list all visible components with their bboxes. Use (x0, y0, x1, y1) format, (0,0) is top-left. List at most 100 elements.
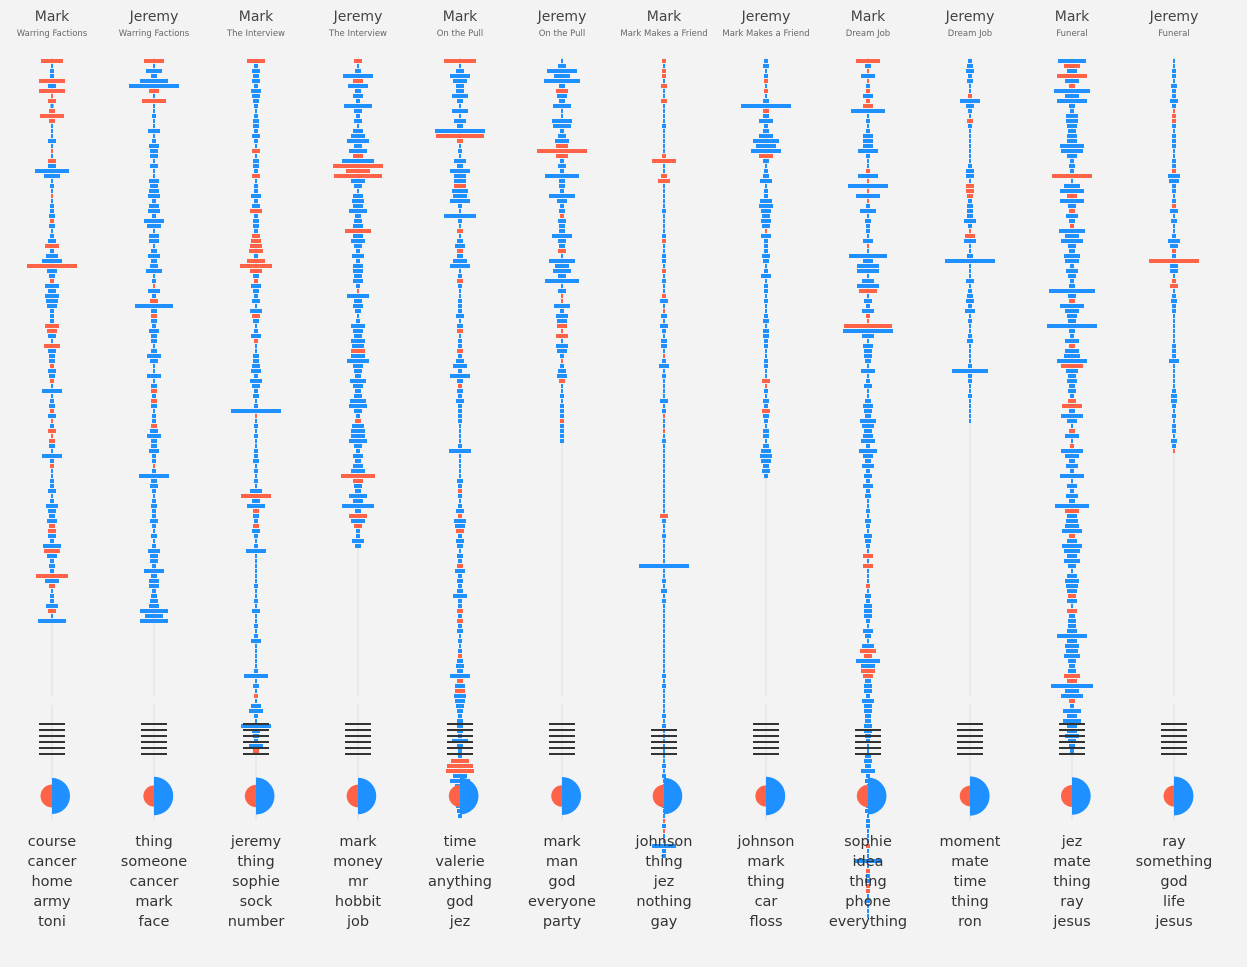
utterance-bar-jeremy (1172, 354, 1176, 358)
utterance-bar-jeremy (255, 419, 257, 423)
utterance-bar-jeremy (966, 104, 974, 108)
utterance-bar-jeremy (663, 524, 665, 528)
utterance-bar-jeremy (251, 639, 261, 643)
utterance-bar-mark (250, 209, 262, 213)
utterance-bar-jeremy (659, 364, 669, 368)
utterance-bar-jeremy (459, 634, 461, 638)
utterance-bar-jeremy (1173, 364, 1175, 368)
utterance-bar-jeremy (867, 834, 869, 838)
utterance-bar-jeremy (968, 394, 972, 398)
utterance-bar-jeremy (250, 489, 262, 493)
utterance-bar-jeremy (862, 424, 874, 428)
utterance-bar-jeremy (49, 564, 55, 568)
utterance-bar-jeremy (150, 154, 158, 158)
utterance-bar-mark (457, 139, 463, 143)
utterance-bar-mark (254, 694, 258, 698)
top-word: god (446, 894, 474, 910)
utterance-bar-jeremy (555, 139, 569, 143)
glyph-line (957, 735, 983, 737)
utterance-bar-jeremy (867, 814, 869, 818)
utterance-bar-jeremy (561, 59, 563, 63)
utterance-bar-jeremy (153, 174, 155, 178)
glyph-line (753, 723, 779, 725)
utterance-bar-jeremy (1068, 244, 1076, 248)
utterance-bar-jeremy (866, 819, 870, 823)
glyph-line (1059, 735, 1085, 737)
utterance-bar-jeremy (153, 539, 155, 543)
speaker-label: Mark (442, 9, 478, 25)
utterance-bar-jeremy (1059, 229, 1085, 233)
utterance-bar-jeremy (1173, 339, 1175, 343)
utterance-bar-jeremy (151, 249, 157, 253)
utterance-bar-mark (662, 239, 666, 243)
utterance-bar-jeremy (253, 319, 259, 323)
utterance-bar-jeremy (152, 489, 156, 493)
utterance-bar-jeremy (663, 604, 665, 608)
utterance-bar-jeremy (51, 64, 53, 68)
utterance-bar-jeremy (153, 494, 155, 498)
utterance-bar-mark (1172, 119, 1176, 123)
utterance-bar-jeremy (1170, 264, 1178, 268)
top-word: number (227, 914, 285, 930)
utterance-bar-mark (866, 869, 870, 873)
utterance-bar-jeremy (969, 274, 971, 278)
utterance-bar-mark (48, 609, 56, 613)
utterance-bar-jeremy (663, 484, 665, 488)
utterance-bar-jeremy (152, 454, 156, 458)
utterance-bar-mark (253, 749, 259, 753)
glyph-line (651, 735, 677, 737)
utterance-bar-jeremy (865, 634, 871, 638)
utterance-bar-jeremy (1173, 289, 1175, 293)
top-word: someone (120, 854, 188, 870)
utterance-bar-mark (1062, 404, 1082, 408)
utterance-bar-jeremy (458, 444, 462, 448)
utterance-bar-jeremy (450, 264, 470, 268)
utterance-bar-jeremy (50, 234, 54, 238)
utterance-bar-jeremy (867, 829, 869, 833)
utterance-bar-jeremy (1070, 394, 1074, 398)
episode-label: Dream Job (845, 29, 891, 39)
utterance-bar-jeremy (663, 769, 665, 773)
utterance-bar-jeremy (1071, 424, 1073, 428)
utterance-bar-jeremy (354, 299, 362, 303)
speaker-label: Mark (34, 9, 70, 25)
utterance-bar-jeremy (867, 579, 869, 583)
glyph-line (243, 741, 269, 743)
utterance-bar-jeremy (867, 114, 869, 118)
utterance-bar-jeremy (969, 269, 971, 273)
utterance-bar-mark (537, 149, 587, 153)
utterance-bar-jeremy (861, 74, 875, 78)
utterance-bar-mark (966, 184, 974, 188)
utterance-bar-jeremy (351, 434, 365, 438)
utterance-bar-jeremy (1057, 634, 1087, 638)
glyph-line (1059, 753, 1085, 755)
utterance-bar-jeremy (863, 139, 873, 143)
utterance-bar-jeremy (353, 269, 363, 273)
utterance-bar-jeremy (867, 624, 869, 628)
utterance-bar-jeremy (969, 329, 971, 333)
utterance-bar-jeremy (1173, 434, 1175, 438)
utterance-bar-jeremy (1172, 429, 1176, 433)
utterance-bar-jeremy (661, 339, 667, 343)
utterance-bar-jeremy (843, 329, 893, 333)
top-words: moment mate time thing ron (919, 832, 1021, 932)
utterance-bar-jeremy (967, 79, 973, 83)
utterance-bar-jeremy (1069, 329, 1075, 333)
utterance-bar-jeremy (1173, 374, 1175, 378)
utterance-bar-jeremy (457, 669, 463, 673)
utterance-bar-jeremy (457, 719, 463, 723)
utterance-bar-jeremy (969, 384, 971, 388)
utterance-bar-jeremy (356, 449, 360, 453)
utterance-bar-jeremy (763, 319, 769, 323)
utterance-bar-jeremy (459, 114, 461, 118)
utterance-bar-jeremy (457, 379, 463, 383)
utterance-bar-jeremy (662, 279, 666, 283)
utterance-bar-jeremy (765, 84, 767, 88)
top-words: johnson mark thing car floss (715, 832, 817, 932)
utterance-bar-jeremy (254, 454, 258, 458)
utterance-bar-jeremy (1068, 204, 1076, 208)
utterance-bar-jeremy (663, 379, 665, 383)
column-0 (27, 57, 77, 820)
utterance-bar-jeremy (458, 614, 462, 618)
utterance-bar-jeremy (663, 694, 665, 698)
